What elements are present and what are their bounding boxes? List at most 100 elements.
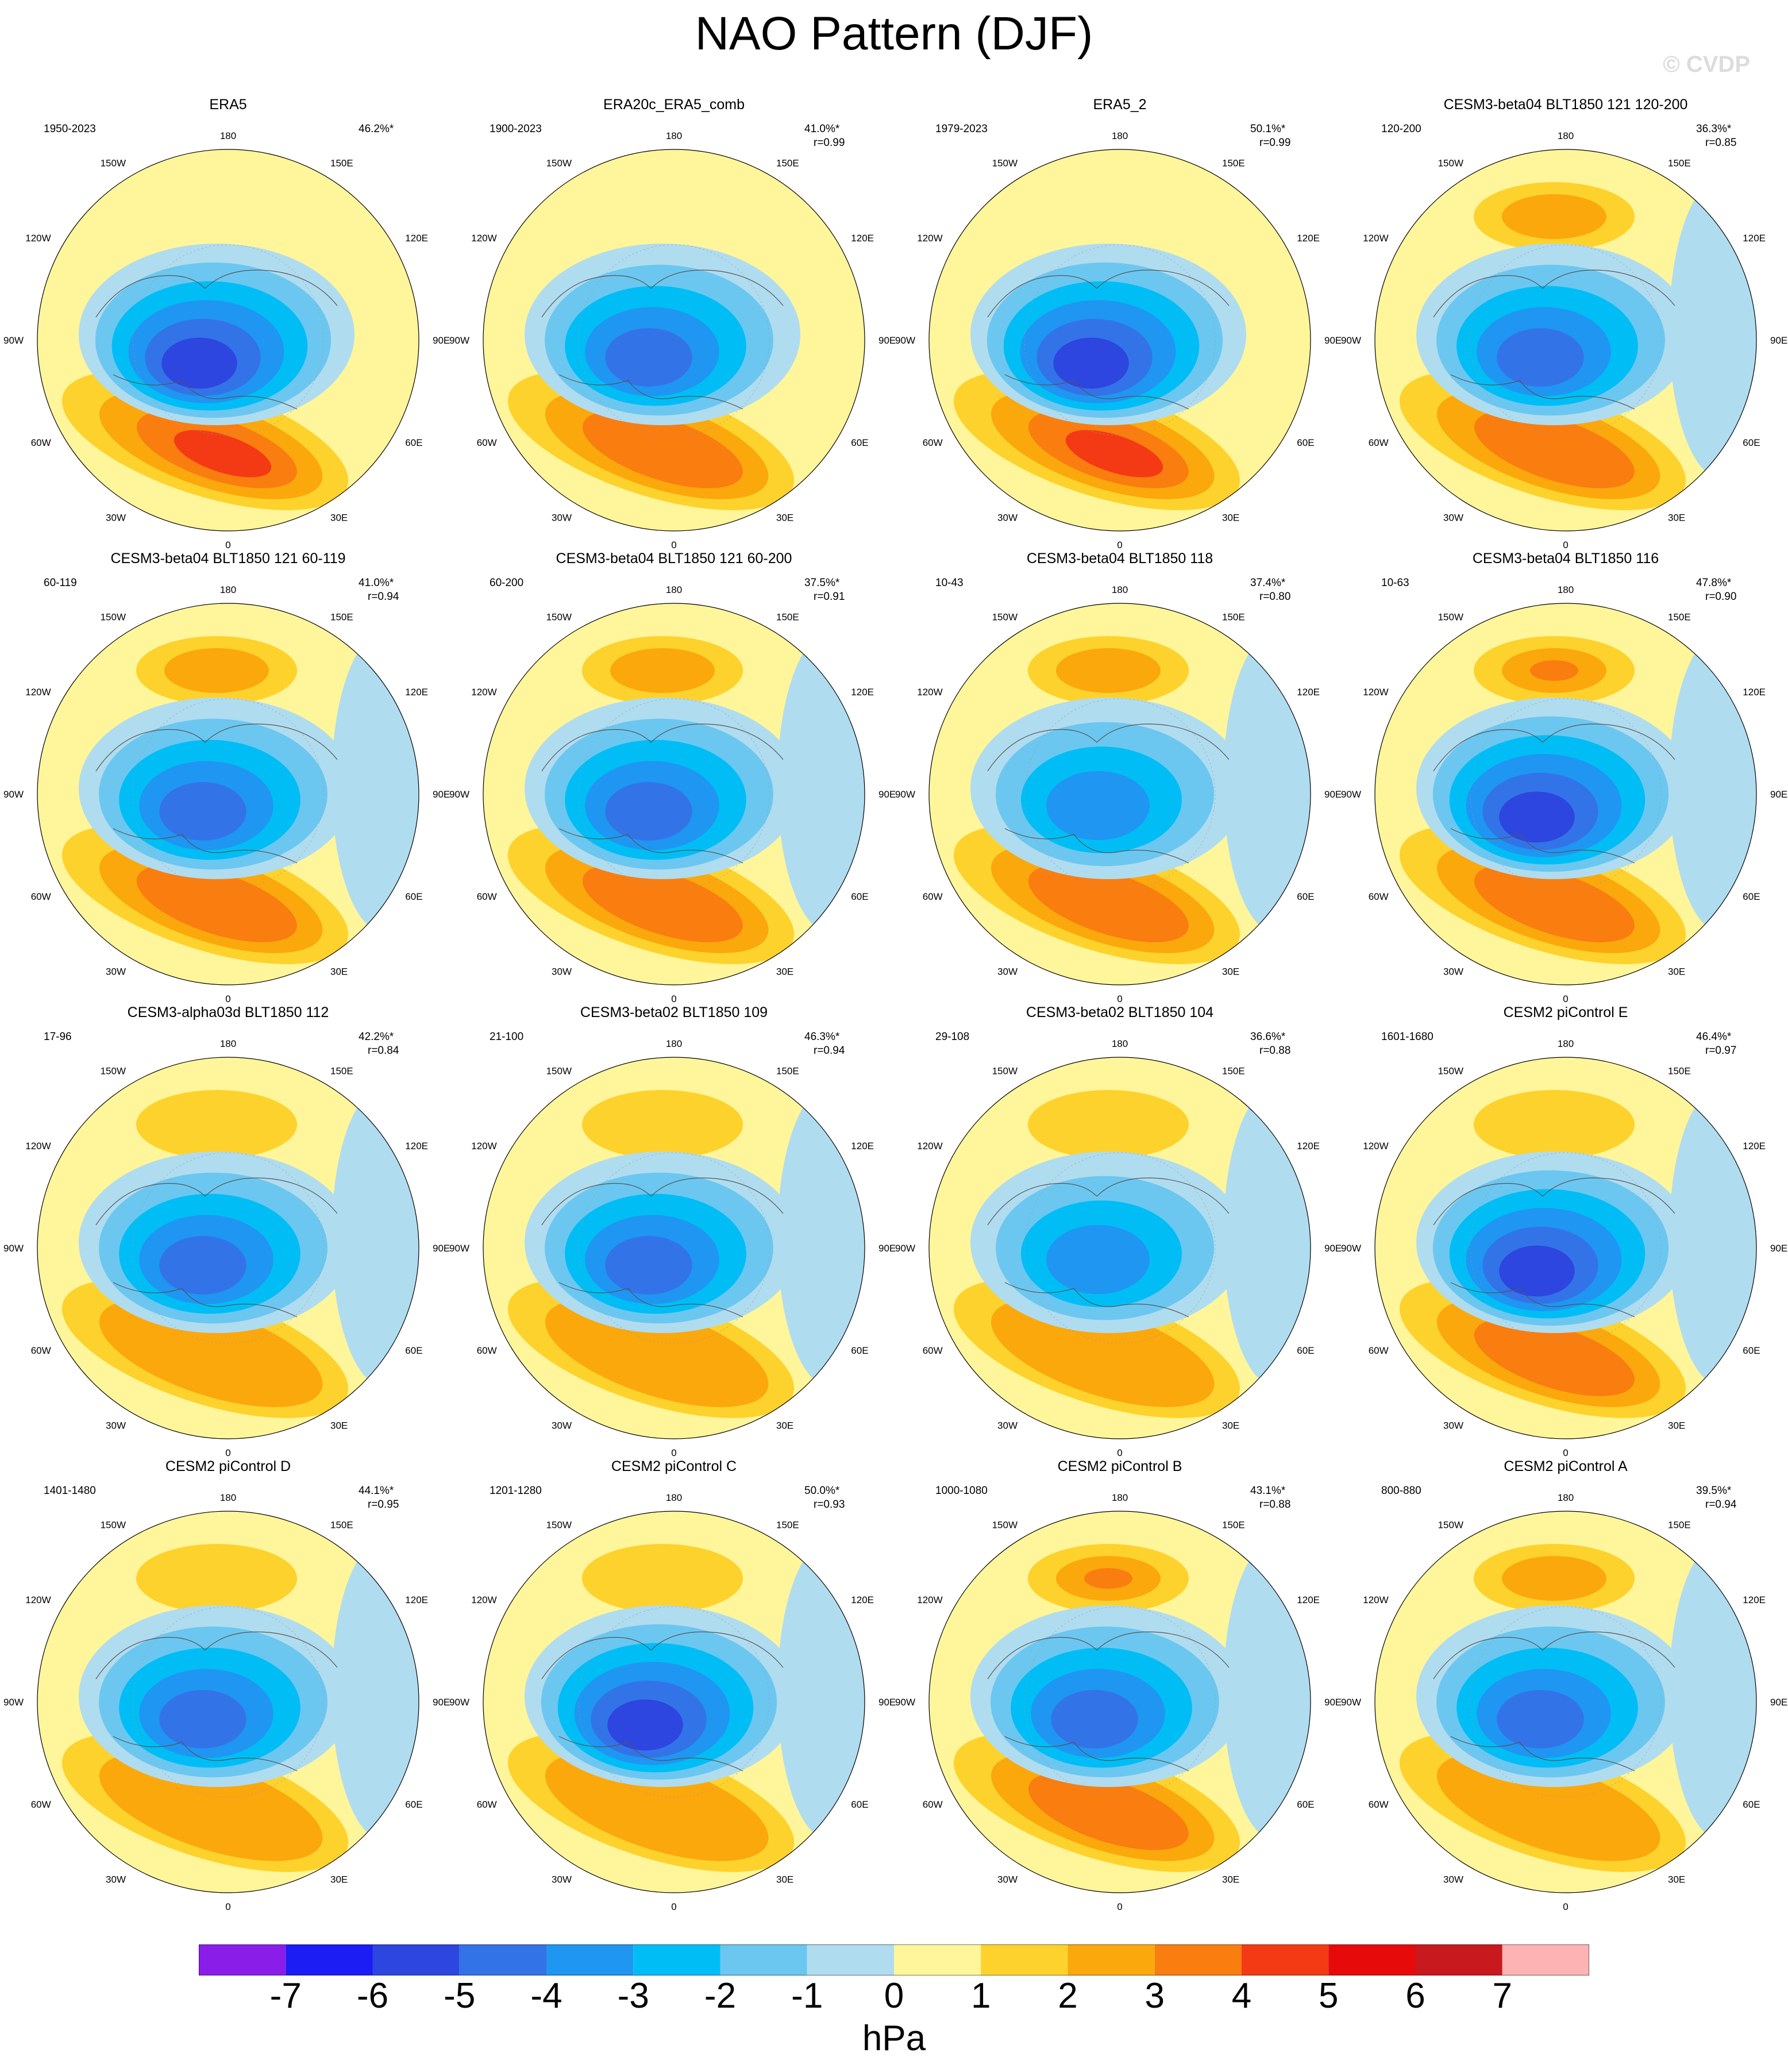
longitude-label: 90E (1770, 335, 1787, 346)
longitude-label: 90E (433, 335, 450, 346)
longitude-label: 120W (25, 1595, 51, 1605)
longitude-label: 90W (3, 335, 24, 346)
panel-period: 1979-2023 (935, 123, 988, 135)
map-panel: ERA5 1950-2023 46.2%* 180 150E 120E 90E 60E 30E 0… (3, 92, 452, 550)
longitude-label: 150W (101, 158, 126, 169)
contour-fill (1053, 337, 1129, 389)
longitude-label: 120E (1297, 1141, 1320, 1151)
map-border (37, 603, 419, 985)
longitude-label: 30W (106, 1420, 126, 1431)
longitude-label: 30W (1443, 512, 1463, 523)
contour-fill (1436, 1753, 1660, 1861)
panel-title: CESM2 piControl A (1504, 1458, 1628, 1474)
longitude-label: 30W (552, 1874, 572, 1885)
contour-fill (582, 1544, 743, 1613)
colorbar-tick-label: -7 (269, 1976, 302, 2016)
longitude-label: 120W (471, 1141, 496, 1151)
panel-period: 1950-2023 (44, 123, 96, 135)
longitude-label: 150W (546, 158, 572, 169)
map-border (1374, 149, 1757, 532)
longitude-label: 90E (1770, 789, 1787, 800)
panel-title: CESM3-beta04 BLT1850 121 120-200 (1443, 97, 1688, 113)
colorbar-segment (1154, 1944, 1242, 1975)
longitude-label: 60E (405, 891, 422, 902)
colorbar-segment (459, 1944, 546, 1975)
polar-map: 180 150E 120E 90E 60E 30E 0 30W 60W 90W 120W 150W (895, 1492, 1342, 1912)
pattern-correlation: r=0.84 (368, 1045, 399, 1057)
longitude-label: 180 (666, 1038, 682, 1049)
longitude-label: 150W (546, 612, 572, 623)
longitude-label: 60E (1297, 891, 1314, 902)
map-border (483, 1511, 865, 1893)
longitude-label: 120E (1743, 687, 1766, 698)
contour-fill (1502, 194, 1606, 239)
graticule (132, 698, 324, 890)
contour-fill (1056, 648, 1161, 693)
panel-period: 1201-1280 (490, 1485, 542, 1497)
graticule (132, 1152, 324, 1344)
longitude-label: 90W (895, 335, 915, 346)
colorbar (199, 1944, 1589, 1975)
contour-fill (1502, 1556, 1606, 1601)
longitude-label: 90E (878, 1697, 896, 1708)
longitude-label: 180 (666, 584, 682, 595)
longitude-label: 30E (1222, 1874, 1239, 1885)
longitude-label: 180 (220, 1492, 236, 1503)
longitude-label: 60W (31, 1799, 51, 1810)
longitude-label: 0 (225, 1447, 230, 1458)
longitude-label: 60W (1369, 891, 1389, 902)
map-border (483, 603, 865, 985)
longitude-label: 0 (671, 1447, 676, 1458)
longitude-label: 150E (776, 1066, 799, 1077)
longitude-label: 30W (1443, 1420, 1463, 1431)
pattern-correlation: r=0.91 (814, 591, 845, 603)
coastline (987, 1177, 1230, 1318)
longitude-label: 180 (1112, 130, 1128, 141)
longitude-label: 90W (3, 789, 24, 800)
longitude-label: 60E (405, 437, 422, 448)
longitude-label: 180 (666, 130, 682, 141)
longitude-label: 30E (330, 1420, 348, 1431)
variance-explained: 37.5%* (804, 577, 840, 589)
coastline (95, 1177, 338, 1318)
graticule (1470, 1606, 1662, 1798)
variance-explained: 36.3%* (1696, 123, 1732, 135)
map-panel: CESM3-beta04 BLT1850 118 10-43 37.4%* r=0.8… (895, 546, 1343, 1004)
map-panel: ERA5_2 1979-2023 50.1%* r=0.99 180 150E 120E 90… (895, 92, 1343, 550)
colorbar-segment (1068, 1944, 1155, 1975)
map-panel: CESM2 piControl E 1601-1680 46.4%* r=0.97 18… (1341, 1000, 1788, 1458)
longitude-label: 30E (330, 512, 348, 523)
variance-explained: 46.4%* (1696, 1031, 1732, 1043)
contour-fill (607, 1699, 683, 1751)
longitude-label: 150E (1668, 612, 1691, 623)
map-border (37, 1057, 419, 1439)
contour-fill (1474, 864, 1635, 942)
longitude-label: 30W (106, 512, 126, 523)
graticule (1024, 698, 1216, 890)
colorbar-tick-label: 2 (1058, 1976, 1078, 2016)
longitude-label: 60W (31, 891, 51, 902)
longitude-label: 90E (433, 1243, 450, 1254)
longitude-label: 150E (776, 158, 799, 169)
longitude-label: 30W (1443, 1874, 1463, 1885)
contour-fill (159, 1690, 246, 1749)
contour-fill (545, 1299, 769, 1407)
longitude-label: 90W (895, 1243, 915, 1254)
longitude-label: 30E (1222, 512, 1239, 523)
longitude-label: 150E (330, 158, 353, 169)
longitude-label: 0 (671, 993, 676, 1004)
longitude-label: 60E (1743, 437, 1760, 448)
contour-fill (582, 410, 743, 488)
longitude-label: 120W (471, 1595, 496, 1605)
longitude-label: 120W (471, 687, 496, 698)
longitude-label: 30E (1668, 512, 1685, 523)
colorbar-tick-label: 6 (1405, 1976, 1425, 2016)
contour-fill (1046, 771, 1150, 841)
longitude-label: 150W (546, 1520, 572, 1531)
graticule (1024, 1606, 1216, 1798)
polar-map: 180 150E 120E 90E 60E 30E 0 30W 60W 90W 120W 150W (1341, 130, 1787, 550)
graticule (1470, 698, 1662, 890)
longitude-label: 30W (997, 966, 1018, 977)
map-panel: CESM3-beta04 BLT1850 121 120-200 120-200 3… (1341, 92, 1788, 550)
longitude-label: 30E (776, 966, 793, 977)
